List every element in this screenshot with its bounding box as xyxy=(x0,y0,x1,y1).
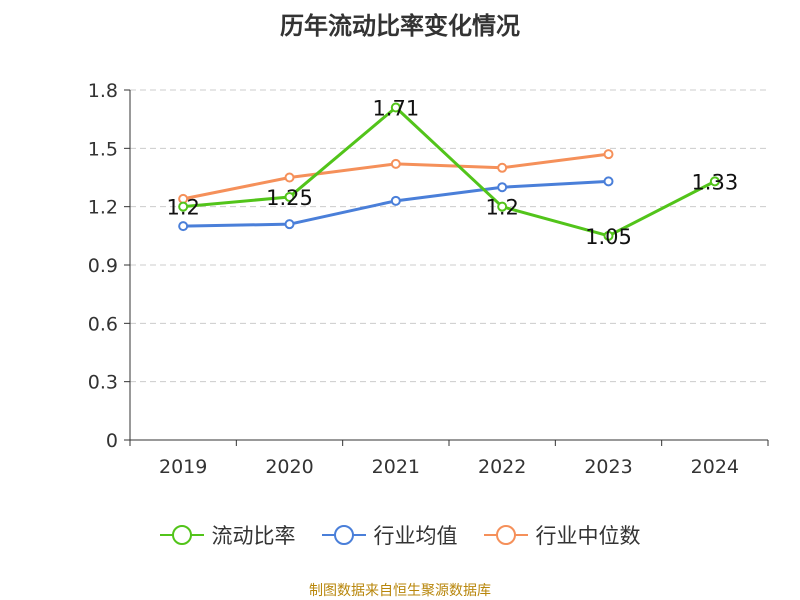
x-tick-label: 2022 xyxy=(478,456,526,478)
x-tick-label: 2023 xyxy=(584,456,632,478)
legend-label-industry-mean: 行业均值 xyxy=(373,524,458,548)
legend-label-industry-median: 行业中位数 xyxy=(535,524,641,548)
data-point xyxy=(390,158,401,169)
data-point xyxy=(390,102,401,113)
y-tick-label: 1.8 xyxy=(88,80,118,102)
data-point xyxy=(603,149,614,160)
y-tick-label: 0 xyxy=(106,430,118,452)
legend-item-current-ratio[interactable]: 流动比率 xyxy=(159,520,296,550)
legend-swatch-industry-mean xyxy=(321,525,366,545)
data-label: 1.05 xyxy=(585,225,632,249)
chart-title: 历年流动比率变化情况 xyxy=(280,12,520,40)
data-point xyxy=(497,182,508,193)
y-tick-label: 1.2 xyxy=(88,197,118,219)
legend-item-industry-mean[interactable]: 行业均值 xyxy=(321,520,458,550)
data-label: 1.71 xyxy=(372,97,419,121)
x-tick-label: 2019 xyxy=(159,456,207,478)
legend-swatch-industry-median xyxy=(483,525,528,545)
y-tick-label: 0.6 xyxy=(88,313,118,335)
x-tick-label: 2021 xyxy=(372,456,420,478)
legend-item-industry-median[interactable]: 行业中位数 xyxy=(483,520,641,550)
data-point xyxy=(497,162,508,173)
y-tick-label: 1.5 xyxy=(88,138,118,160)
legend-swatch-current-ratio xyxy=(159,525,204,545)
y-tick-label: 0.9 xyxy=(88,255,118,277)
data-point xyxy=(178,221,189,232)
data-label: 1.25 xyxy=(266,186,313,210)
data-point xyxy=(284,172,295,183)
source-footer: 制图数据来自恒生聚源数据库 xyxy=(309,583,491,599)
series-line xyxy=(183,106,716,238)
data-point xyxy=(390,195,401,206)
legend-label-current-ratio: 流动比率 xyxy=(211,524,296,548)
data-point xyxy=(603,176,614,187)
x-tick-label: 2024 xyxy=(691,456,739,478)
data-point xyxy=(603,230,614,241)
data-point xyxy=(284,219,295,230)
data-label: 1.2 xyxy=(166,196,199,220)
x-tick-label: 2020 xyxy=(265,456,313,478)
data-point xyxy=(497,201,508,212)
y-tick-label: 0.3 xyxy=(88,372,118,394)
data-point xyxy=(284,191,295,202)
data-label: 1.33 xyxy=(691,170,738,194)
data-label: 1.2 xyxy=(485,196,518,220)
data-point xyxy=(178,201,189,212)
data-point xyxy=(709,176,720,187)
legend: 流动比率 行业均值 行业中位数 xyxy=(0,520,800,550)
